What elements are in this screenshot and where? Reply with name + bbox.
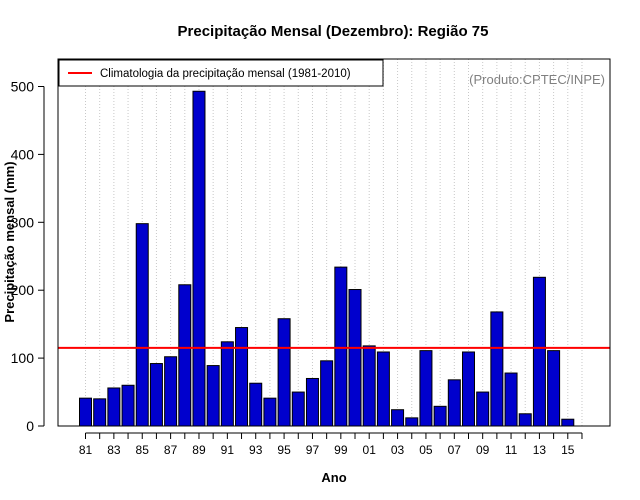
bar-95	[277, 318, 291, 427]
plot-frame	[57, 58, 611, 427]
x-tick-label-09: 09	[476, 443, 490, 457]
y-tick-label-500: 500	[11, 79, 35, 95]
y-tick-label-100: 100	[11, 350, 35, 366]
bar-98	[320, 360, 334, 427]
x-axis: 81 83 85 87 89 91 93 95 97 99 01 03 05 07 09 11 13 15	[79, 432, 583, 457]
bar-89	[192, 90, 206, 427]
bar-12	[518, 413, 532, 427]
x-tick-label-15: 15	[561, 443, 575, 457]
x-tick-label-85: 85	[136, 443, 150, 457]
y-axis: 0 100 200 300 400 500	[11, 79, 45, 434]
bar-09	[476, 391, 490, 427]
bar-83	[107, 387, 121, 427]
bar-88	[178, 284, 192, 427]
bar-01	[362, 345, 376, 427]
legend-label: Climatologia da precipitação mensal (198…	[100, 68, 351, 80]
bar-91	[220, 341, 234, 427]
bar-11	[504, 372, 518, 427]
bar-84	[121, 384, 135, 427]
bar-15	[561, 418, 575, 427]
bar-82	[93, 398, 107, 427]
bar-02	[376, 351, 390, 427]
bar-13	[532, 276, 546, 427]
bar-90	[206, 365, 220, 427]
chart-title: Precipitação Mensal (Dezembro): Região 7…	[178, 23, 489, 40]
bar-06	[433, 405, 447, 427]
bar-94	[263, 397, 277, 427]
x-tick-label-95: 95	[277, 443, 291, 457]
y-tick-label-300: 300	[11, 214, 35, 230]
y-axis-label: Precipitação mensal (mm)	[2, 161, 17, 322]
bar-86	[149, 363, 163, 427]
x-tick-label-05: 05	[419, 443, 433, 457]
bar-99	[334, 266, 348, 427]
bar-81	[79, 397, 92, 427]
bar-08	[461, 351, 475, 427]
bar-87	[164, 356, 178, 427]
legend-box	[58, 59, 384, 87]
bar-97	[305, 377, 319, 427]
credit-text: (Produto:CPTEC/INPE)	[469, 72, 605, 87]
bar-04	[405, 417, 419, 427]
bars	[79, 90, 575, 427]
x-tick-label-87: 87	[164, 443, 178, 457]
x-tick-label-91: 91	[221, 443, 235, 457]
x-tick-label-07: 07	[448, 443, 462, 457]
x-tick-label-97: 97	[306, 443, 320, 457]
x-tick-label-89: 89	[192, 443, 206, 457]
bar-00	[348, 289, 362, 427]
bar-85	[135, 223, 149, 427]
bar-14	[547, 350, 561, 427]
grid-lines	[85, 59, 583, 426]
x-tick-label-93: 93	[249, 443, 263, 457]
legend: Climatologia da precipitação mensal (198…	[58, 59, 384, 87]
bar-07	[447, 379, 461, 427]
x-tick-label-99: 99	[334, 443, 348, 457]
bar-92	[235, 327, 249, 427]
x-tick-label-13: 13	[533, 443, 547, 457]
y-tick-label-0: 0	[26, 418, 34, 434]
bar-96	[291, 391, 305, 427]
y-tick-label-400: 400	[11, 146, 35, 162]
x-tick-label-11: 11	[505, 443, 518, 457]
bar-93	[249, 382, 263, 427]
bar-05	[419, 350, 433, 427]
bar-10	[490, 311, 504, 427]
x-tick-label-01: 01	[363, 443, 377, 457]
bar-03	[391, 409, 405, 427]
x-tick-label-81: 81	[79, 443, 93, 457]
x-tick-label-03: 03	[391, 443, 405, 457]
x-axis-label: Ano	[321, 470, 346, 485]
y-tick-label-200: 200	[11, 282, 35, 298]
x-tick-label-83: 83	[107, 443, 121, 457]
